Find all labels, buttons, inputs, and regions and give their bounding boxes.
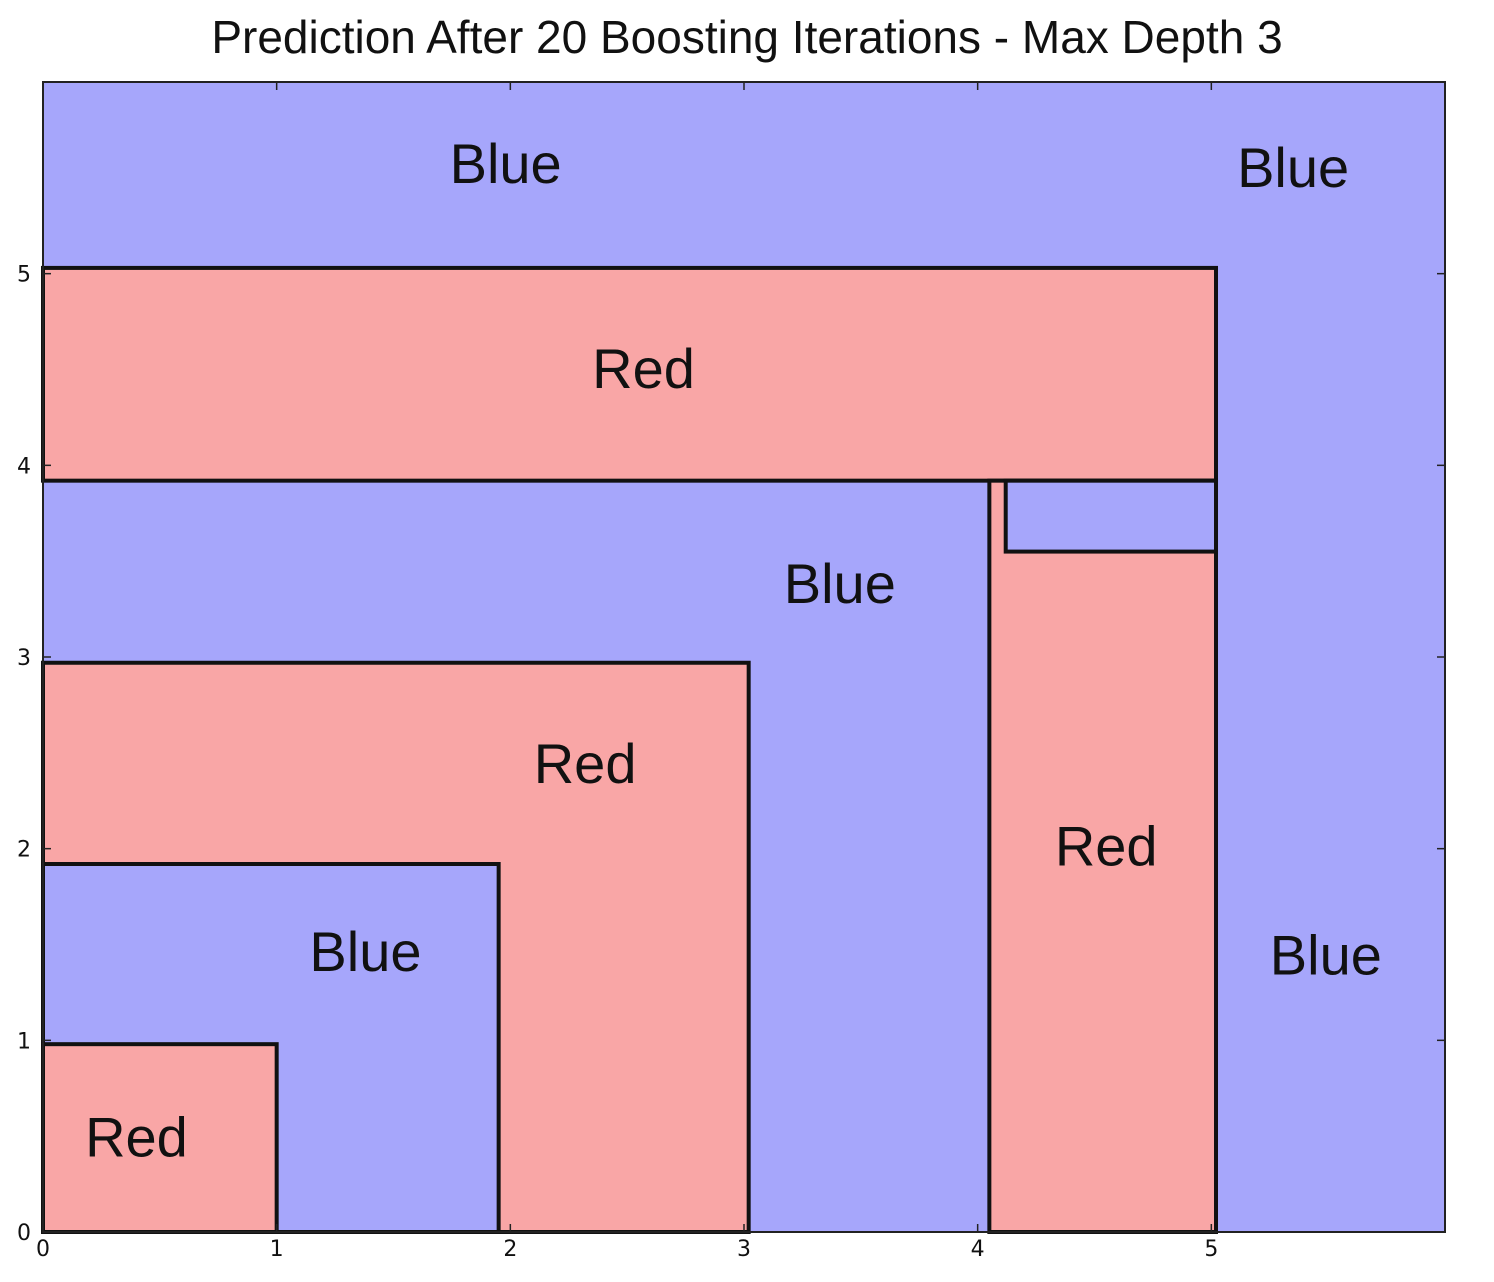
x-tick-label: 1 — [270, 1237, 284, 1262]
x-tick-label: 4 — [971, 1237, 985, 1262]
red-region — [41, 1042, 279, 1234]
x-tick-label: 0 — [36, 1237, 50, 1262]
region-annotations: Blue Blue Red Blue Red Red Blue Blue Red — [85, 132, 1382, 1169]
y-tick-label: 2 — [17, 838, 31, 863]
chart-title: Prediction After 20 Boosting Iterations … — [211, 11, 1283, 63]
blue-region — [1003, 478, 1219, 554]
y-tick-label: 5 — [17, 263, 31, 288]
x-tick-label: 2 — [503, 1237, 517, 1262]
region-label-red: Red — [1055, 814, 1158, 877]
region-label-blue: Blue — [450, 132, 562, 195]
y-tick-label: 0 — [17, 1221, 31, 1246]
y-tick-label: 1 — [17, 1029, 31, 1054]
region-label-blue: Blue — [309, 920, 421, 983]
region-label-blue: Blue — [1237, 136, 1349, 199]
y-tick-label: 4 — [17, 454, 31, 479]
y-tick-label: 3 — [17, 646, 31, 671]
region-label-red: Red — [592, 337, 695, 400]
x-tick-label: 3 — [737, 1237, 751, 1262]
region-label-red: Red — [534, 732, 637, 795]
region-label-blue: Blue — [1270, 924, 1382, 987]
x-tick-label: 5 — [1204, 1237, 1218, 1262]
region-label-red: Red — [85, 1106, 188, 1169]
red-region — [41, 265, 1219, 483]
region-label-blue: Blue — [784, 552, 896, 615]
prediction-regions — [41, 82, 1445, 1234]
axes: 0 1 2 3 4 5 0 1 2 3 4 5 — [17, 81, 1446, 1262]
